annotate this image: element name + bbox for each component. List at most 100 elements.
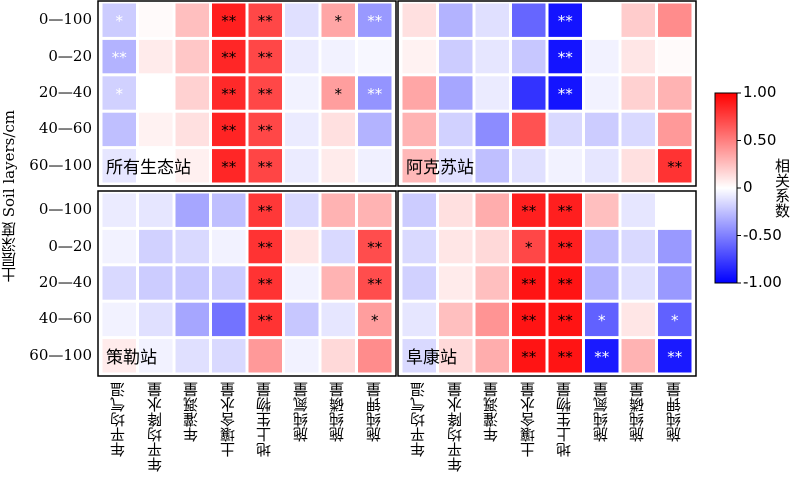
heatmap-cell xyxy=(475,149,509,183)
heatmap-cell xyxy=(212,266,246,300)
heatmap-cell xyxy=(358,76,392,110)
heatmap-cell xyxy=(321,302,355,337)
heatmap-cell xyxy=(102,3,136,37)
heatmap-cell xyxy=(402,112,436,147)
significance-label: ** xyxy=(221,12,237,30)
significance-label: * xyxy=(525,239,533,257)
panel-1: * ** ** * **** ** *** ** ** * **** **** **所有生态站 xyxy=(97,0,397,187)
heatmap-cell xyxy=(621,112,655,147)
y-axis-title: 土层深度 Soil layers/cm xyxy=(0,110,18,283)
heatmap-cell xyxy=(475,193,509,227)
row-label: 60—100 xyxy=(29,345,92,364)
heatmap-cell xyxy=(512,39,546,74)
significance-label: ** xyxy=(521,311,537,329)
heatmap-cell xyxy=(658,193,692,227)
significance-label: ** xyxy=(667,348,683,366)
significance-label: * xyxy=(371,311,379,329)
significance-label: ** xyxy=(258,202,274,220)
heatmap-cell xyxy=(548,76,582,110)
heatmap-cell xyxy=(248,302,282,337)
heatmap-cell xyxy=(321,229,355,264)
heatmap-cell xyxy=(658,39,692,74)
column-label: 年平均降水量 xyxy=(445,382,464,472)
heatmap-cell xyxy=(475,112,509,147)
significance-label: ** xyxy=(258,85,274,103)
heatmap-cell xyxy=(475,229,509,264)
heatmap-cell xyxy=(358,266,392,300)
heatmap-cell xyxy=(475,302,509,337)
heatmap-cell xyxy=(358,112,392,147)
heatmap-cell xyxy=(175,149,209,183)
heatmap-cell xyxy=(248,76,282,110)
heatmap-cell xyxy=(139,193,173,227)
heatmap-cell xyxy=(248,193,282,227)
heatmap-cell xyxy=(512,112,546,147)
significance-label: * xyxy=(335,12,343,30)
heatmap-cell xyxy=(439,3,473,37)
heatmap-cell xyxy=(139,229,173,264)
heatmap-cell xyxy=(212,3,246,37)
significance-label: ** xyxy=(258,311,274,329)
column-label: 施纯氮量 xyxy=(291,382,310,442)
heatmap-cell xyxy=(248,112,282,147)
significance-label: ** xyxy=(258,12,274,30)
significance-label: ** xyxy=(367,239,383,257)
significance-label: ** xyxy=(221,158,237,176)
heatmap-cell xyxy=(402,193,436,227)
row-label: 20—40 xyxy=(38,83,92,101)
colorbar-title: 相关系数 xyxy=(773,158,791,218)
heatmap-cell xyxy=(658,339,692,373)
heatmap-cell xyxy=(658,229,692,264)
row-label: 20—40 xyxy=(38,273,92,291)
column-label: 地上生物量 xyxy=(255,382,274,457)
panel-frame xyxy=(97,190,397,377)
row-label: 0—20 xyxy=(48,236,92,255)
heatmap-cell xyxy=(175,229,209,264)
colorbar-tick-label: 1.00 xyxy=(743,83,777,101)
heatmap-cell xyxy=(439,149,473,183)
panel-frame xyxy=(397,190,697,377)
heatmap-cell xyxy=(439,229,473,264)
heatmap-cell xyxy=(621,302,655,337)
heatmap-cell xyxy=(512,266,546,300)
significance-label: ** xyxy=(367,275,383,293)
heatmap-cell xyxy=(321,112,355,147)
column-label: 年平均降水量 xyxy=(145,382,164,472)
heatmap-cell xyxy=(658,3,692,37)
column-label: 施纯氮量 xyxy=(591,382,610,442)
heatmap-cell xyxy=(439,302,473,337)
column-label: 年平均气温 xyxy=(109,382,128,457)
heatmap-cell xyxy=(212,149,246,183)
heatmap-cell xyxy=(102,39,136,74)
heatmap-cell xyxy=(175,302,209,337)
heatmap-cell xyxy=(585,76,619,110)
heatmap-cell xyxy=(175,76,209,110)
heatmap-cell xyxy=(285,76,319,110)
heatmap-cell xyxy=(512,193,546,227)
significance-label: ** xyxy=(112,49,128,67)
column-label: 施纯钾量 xyxy=(664,382,683,442)
significance-label: ** xyxy=(667,158,683,176)
heatmap-cell xyxy=(212,39,246,74)
heatmap-cell xyxy=(212,112,246,147)
heatmap-cell xyxy=(175,39,209,74)
heatmap-cell xyxy=(621,39,655,74)
heatmap-cell xyxy=(548,229,582,264)
significance-label: ** xyxy=(558,85,574,103)
heatmap-cell xyxy=(585,3,619,37)
significance-label: ** xyxy=(221,85,237,103)
panel-4: ** *** **** **** ** * *** ** ** **阜康站 xyxy=(397,190,697,377)
colorbar-tick-label: -1.00 xyxy=(743,273,782,291)
significance-label: ** xyxy=(521,348,537,366)
significance-label: * xyxy=(116,12,124,30)
heatmap-cell xyxy=(285,193,319,227)
heatmap-cell xyxy=(248,266,282,300)
heatmap-cell xyxy=(439,339,473,373)
heatmap-cell xyxy=(175,3,209,37)
column-label: 年灌溉量 xyxy=(482,382,501,442)
heatmap-cell xyxy=(212,76,246,110)
heatmap-cell xyxy=(548,39,582,74)
heatmap-cell xyxy=(102,149,136,183)
colorbar-tick-label: 0.50 xyxy=(743,130,777,149)
heatmap-cell xyxy=(285,112,319,147)
